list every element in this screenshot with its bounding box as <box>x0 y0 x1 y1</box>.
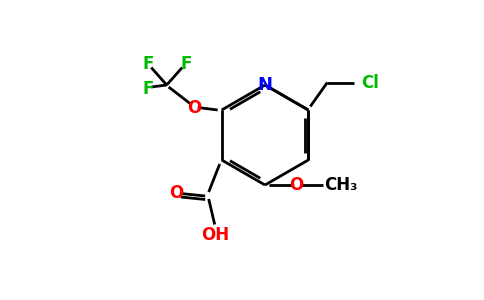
Text: O: O <box>289 176 303 194</box>
Text: O: O <box>169 184 184 202</box>
Text: O: O <box>187 98 201 116</box>
Text: F: F <box>142 80 153 98</box>
Text: Cl: Cl <box>361 74 378 92</box>
Text: CH₃: CH₃ <box>324 176 358 194</box>
Text: F: F <box>180 55 191 73</box>
Text: F: F <box>142 55 153 73</box>
Text: N: N <box>257 76 272 94</box>
Text: OH: OH <box>201 226 229 244</box>
